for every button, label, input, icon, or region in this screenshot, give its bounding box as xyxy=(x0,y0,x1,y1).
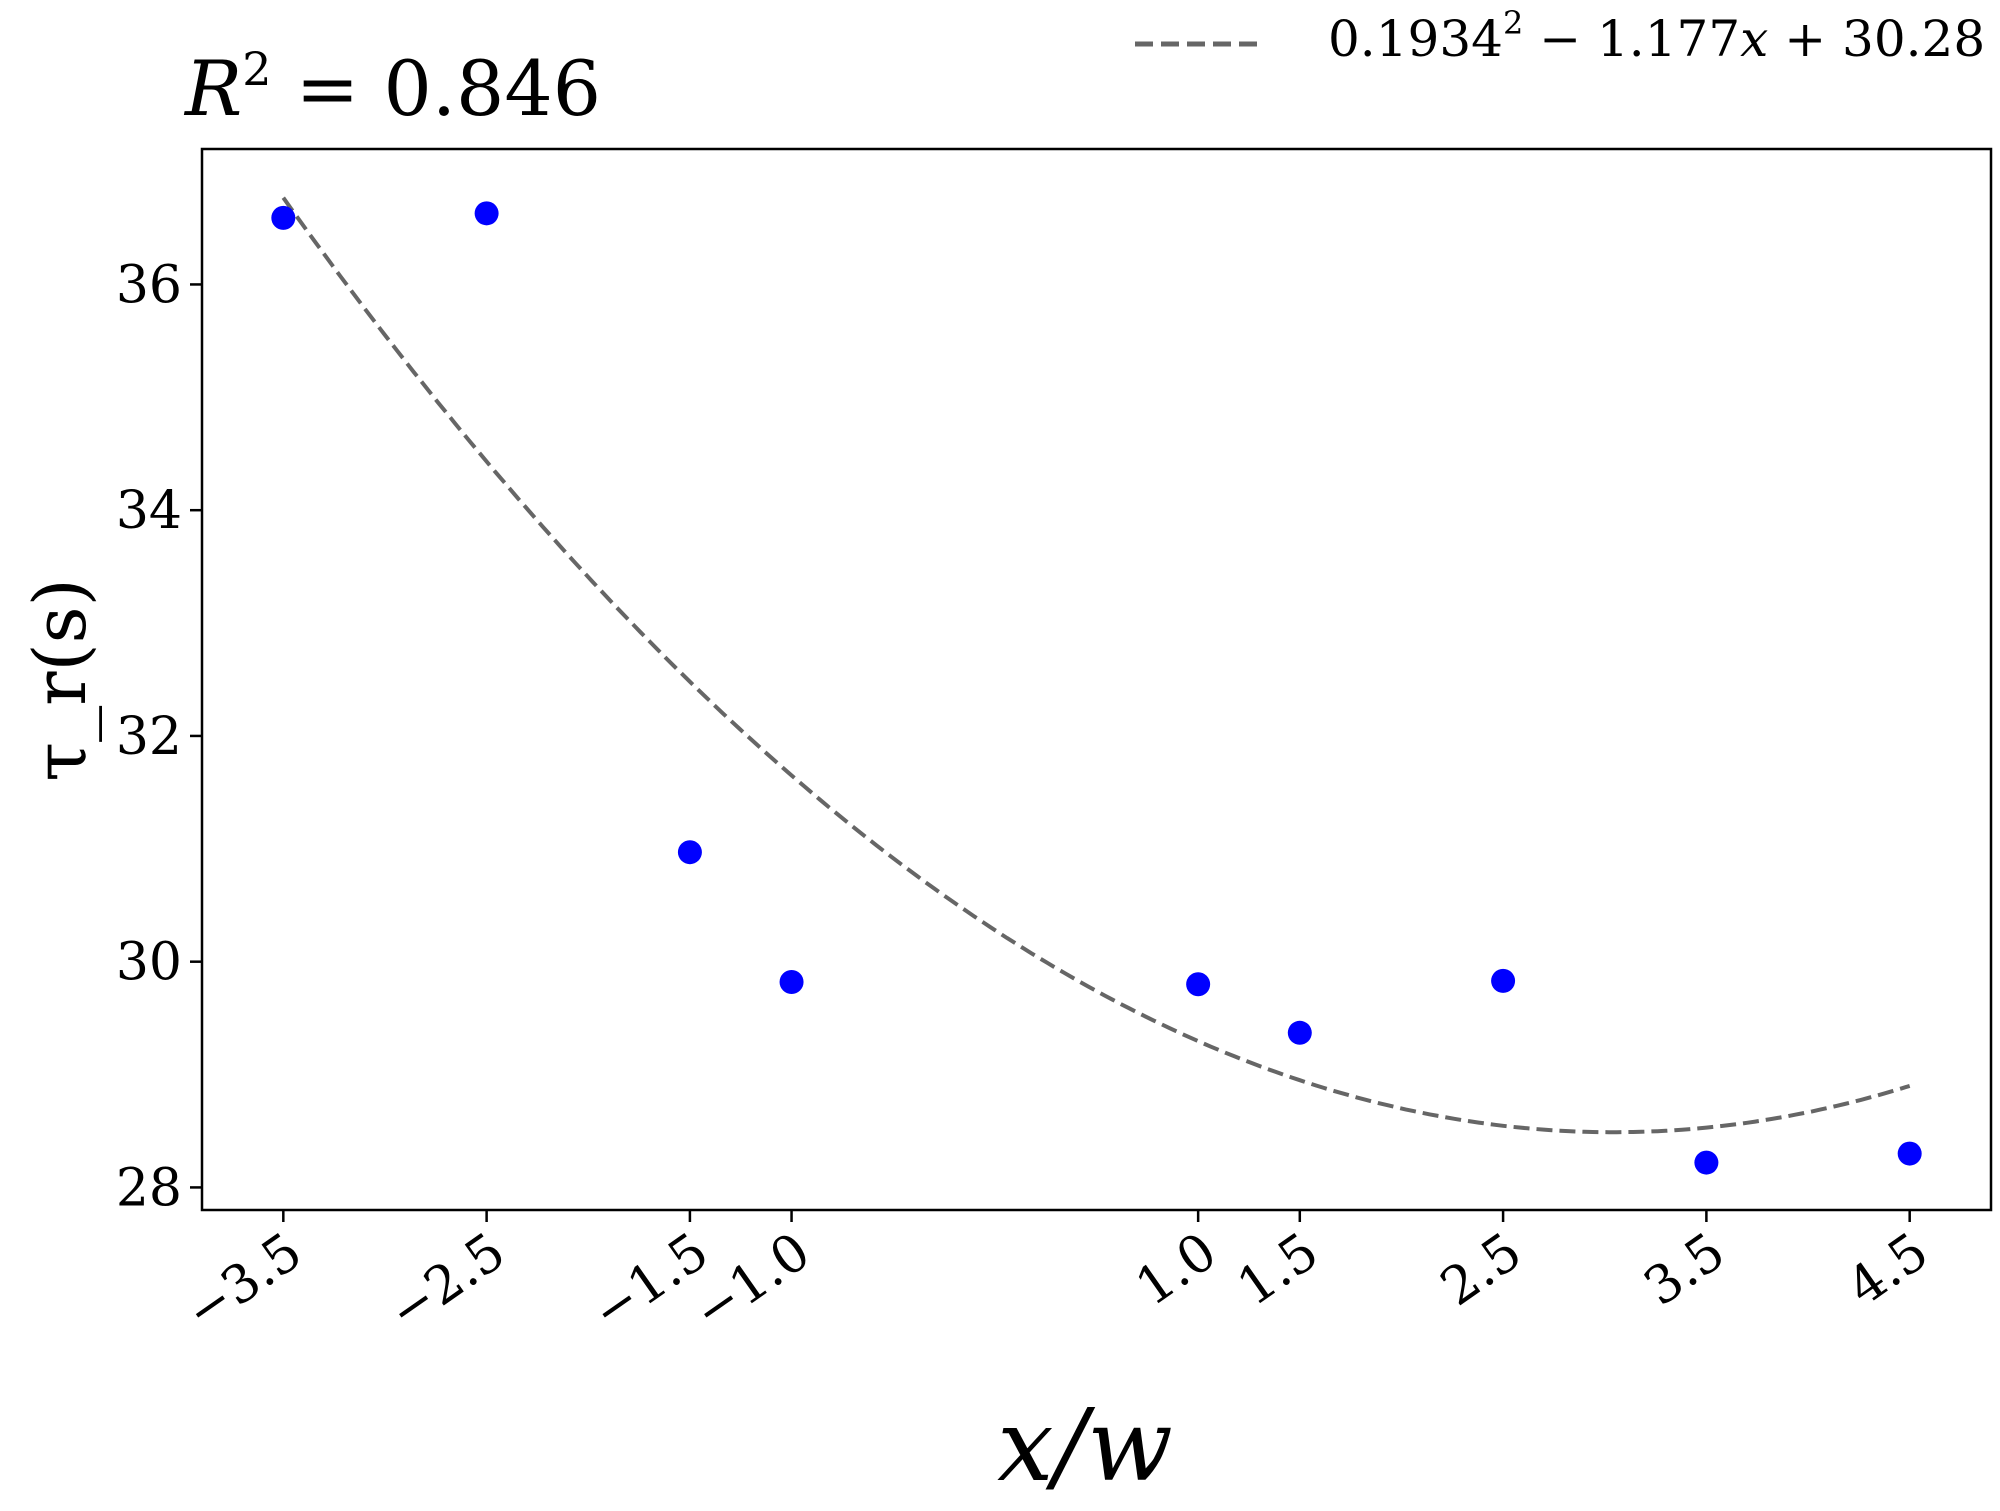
x-axis: −3.5 −2.5 −1.5−1.0 1.0 1.5 2.5 3.5 4.5 xyxy=(175,1210,1939,1343)
x-axis-label: x/w xyxy=(997,1387,1173,1504)
x-tick-label: −2.5 xyxy=(378,1221,516,1343)
data-point xyxy=(1287,1020,1312,1045)
x-tick-label: −1.0 xyxy=(683,1221,821,1343)
x-tick-label: 2.5 xyxy=(1430,1221,1532,1318)
data-point xyxy=(779,969,804,994)
chart-title: R2 = 0.846 xyxy=(183,42,601,133)
y-tick-label: 30 xyxy=(116,933,182,993)
data-point xyxy=(1694,1150,1719,1175)
legend: 0.19342 − 1.177x + 30.28 xyxy=(1135,4,1985,68)
axes-frame xyxy=(200,147,1993,1212)
data-point xyxy=(1186,972,1211,997)
data-point xyxy=(1897,1141,1922,1166)
data-point xyxy=(474,201,499,226)
x-tick-label: 1.0 xyxy=(1125,1221,1227,1318)
y-tick-label: 36 xyxy=(116,255,182,315)
y-axis-label: τ_r(s) xyxy=(18,578,102,781)
data-point xyxy=(271,205,296,230)
y-axis: 28 30 32 34 36 xyxy=(116,255,202,1218)
x-tick-label: −3.5 xyxy=(175,1221,313,1343)
y-tick-label: 32 xyxy=(116,707,182,767)
legend-label-fit: 0.19342 − 1.177x + 30.28 xyxy=(1328,4,1985,68)
fit-curve xyxy=(281,196,1911,1135)
x-tick-label: 3.5 xyxy=(1634,1221,1736,1318)
y-tick-label: 34 xyxy=(116,481,182,541)
x-tick-label: 1.5 xyxy=(1227,1221,1329,1318)
data-point xyxy=(677,840,702,865)
data-point xyxy=(1491,968,1516,993)
data-points xyxy=(271,201,1922,1175)
x-tick-label: 4.5 xyxy=(1837,1221,1939,1318)
y-tick-label: 28 xyxy=(116,1158,182,1218)
